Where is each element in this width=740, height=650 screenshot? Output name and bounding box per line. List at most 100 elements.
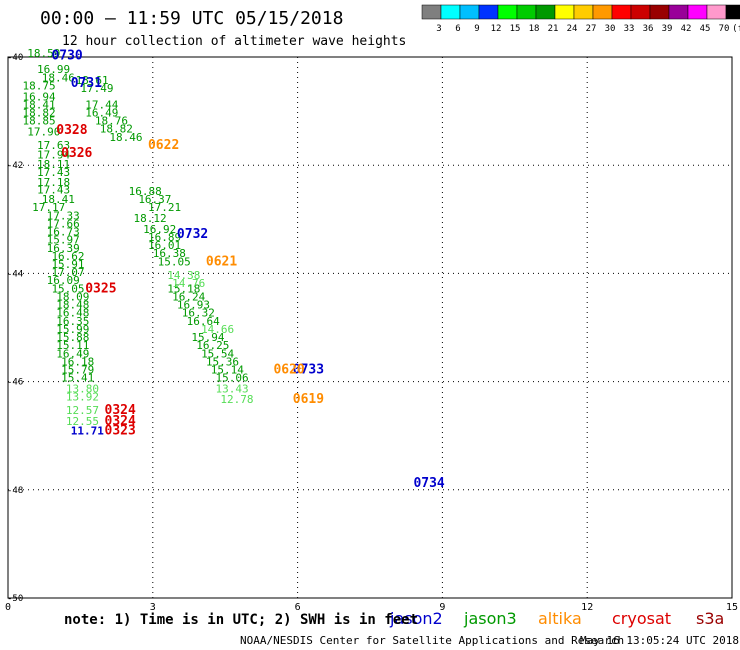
x-tick-label: 12 [581,602,593,613]
colorbar-swatch [459,4,480,20]
data-point: 18.61 [76,74,109,87]
data-point: 17.18 [37,176,70,189]
data-point: 13.80 [66,382,99,395]
legend-s3a: s3a [696,609,724,628]
data-point: 16.49 [85,107,118,120]
data-point: 18.09 [56,290,89,303]
data-point: 17.49 [80,82,113,95]
colorbar-tick: 12 [491,24,502,34]
colorbar-tick: 36 [643,24,654,34]
pass-label: 0324 [105,414,136,429]
legend-altika: altika [538,609,582,628]
data-point: 17.90 [27,125,60,138]
pass-label: 0731 [71,76,102,91]
data-point: 16.93 [177,299,210,312]
data-point: 17.44 [85,98,118,111]
data-point: 18.48 [56,299,89,312]
colorbar-tick: 39 [662,24,673,34]
data-point: 14.76 [172,277,205,290]
data-point: 15.14 [211,363,244,376]
colorbar-swatch [630,4,651,20]
x-tick-label: 15 [726,602,738,613]
footer-credit: NOAA/NESDIS Center for Satellite Applica… [240,634,625,647]
data-point: 14.38 [167,269,200,282]
pass-label: 0620 [273,362,304,377]
page-subtitle: 12 hour collection of altimeter wave hei… [62,34,407,49]
data-point: 15.79 [61,363,94,376]
data-point: 16.89 [148,231,181,244]
colorbar-tick: 70 [719,24,730,34]
data-point: 15.41 [61,372,94,385]
data-point: 17.63 [37,139,70,152]
y-tick-label: -42 [7,161,23,171]
colorbar-swatch [478,4,499,20]
colorbar-swatch [611,4,632,20]
pass-label: 0621 [206,254,237,269]
data-point: 12.55 [66,415,99,428]
data-point: 13.43 [216,382,249,395]
colorbar-tick: 21 [548,24,559,34]
colorbar-swatch [535,4,556,20]
pass-label: 0734 [413,476,444,491]
data-point: 17.21 [148,201,181,214]
legend-cryosat: cryosat [612,609,671,628]
pass-label: 0730 [51,49,82,64]
footer-note: note: 1) Time is in UTC; 2) SWH is in fe… [64,612,419,628]
pass-label: 0328 [56,123,87,138]
data-point: 18.82 [22,107,55,120]
colorbar-tick: 33 [624,24,635,34]
data-point: 16.09 [47,274,80,287]
pass-label: 11.71 [71,425,104,438]
pass-label: 0326 [61,146,92,161]
colorbar-tick: 15 [510,24,521,34]
legend-jason2: jason2 [389,609,443,628]
data-point: 18.46 [42,71,75,84]
data-point: 16.62 [51,250,84,263]
data-point: 16.88 [129,185,162,198]
pass-label: 0732 [177,227,208,242]
x-tick-label: 3 [150,602,156,613]
colorbar-swatch [687,4,708,20]
data-point: 16.99 [37,63,70,76]
data-point: 15.06 [216,372,249,385]
y-tick-label: -40 [7,53,23,63]
colorbar-swatch [440,4,461,20]
pass-label: 0733 [293,362,324,377]
pass-label: 0325 [85,281,116,296]
colorbar-tick: 30 [605,24,616,34]
data-point: 17.43 [37,166,70,179]
colorbar-tick: 42 [681,24,692,34]
pass-label: 0619 [293,392,324,407]
data-point: 16.48 [56,307,89,320]
data-point: 16.37 [138,193,171,206]
data-point: 18.76 [95,115,128,128]
colorbar-tick: 9 [474,24,479,34]
colorbar-tick: 45 [700,24,711,34]
data-point: 18.59 [27,47,60,60]
data-point: 15.05 [158,255,191,268]
data-point: 16.64 [187,315,220,328]
data-point: 18.41 [22,98,55,111]
data-point: 16.32 [182,307,215,320]
data-point: 16.18 [61,355,94,368]
data-point: 15.36 [206,355,239,368]
data-point: 15.11 [56,339,89,352]
x-tick-label: 9 [439,602,445,613]
data-point: 15.91 [51,258,84,271]
data-point: 17.43 [37,183,70,196]
colorbar-tick: 6 [455,24,460,34]
data-point: 17.17 [32,201,65,214]
colorbar-swatch [573,4,594,20]
legend-jason3: jason3 [463,609,517,628]
data-point: 15.94 [191,331,224,344]
data-point: 13.92 [66,391,99,404]
colorbar-swatch [725,4,740,20]
data-point: 18.12 [133,212,166,225]
colorbar-tick: 18 [529,24,540,34]
colorbar-swatch [668,4,689,20]
data-point: 17.66 [47,217,80,230]
data-point: 18.46 [109,131,142,144]
x-tick-label: 6 [295,602,301,613]
